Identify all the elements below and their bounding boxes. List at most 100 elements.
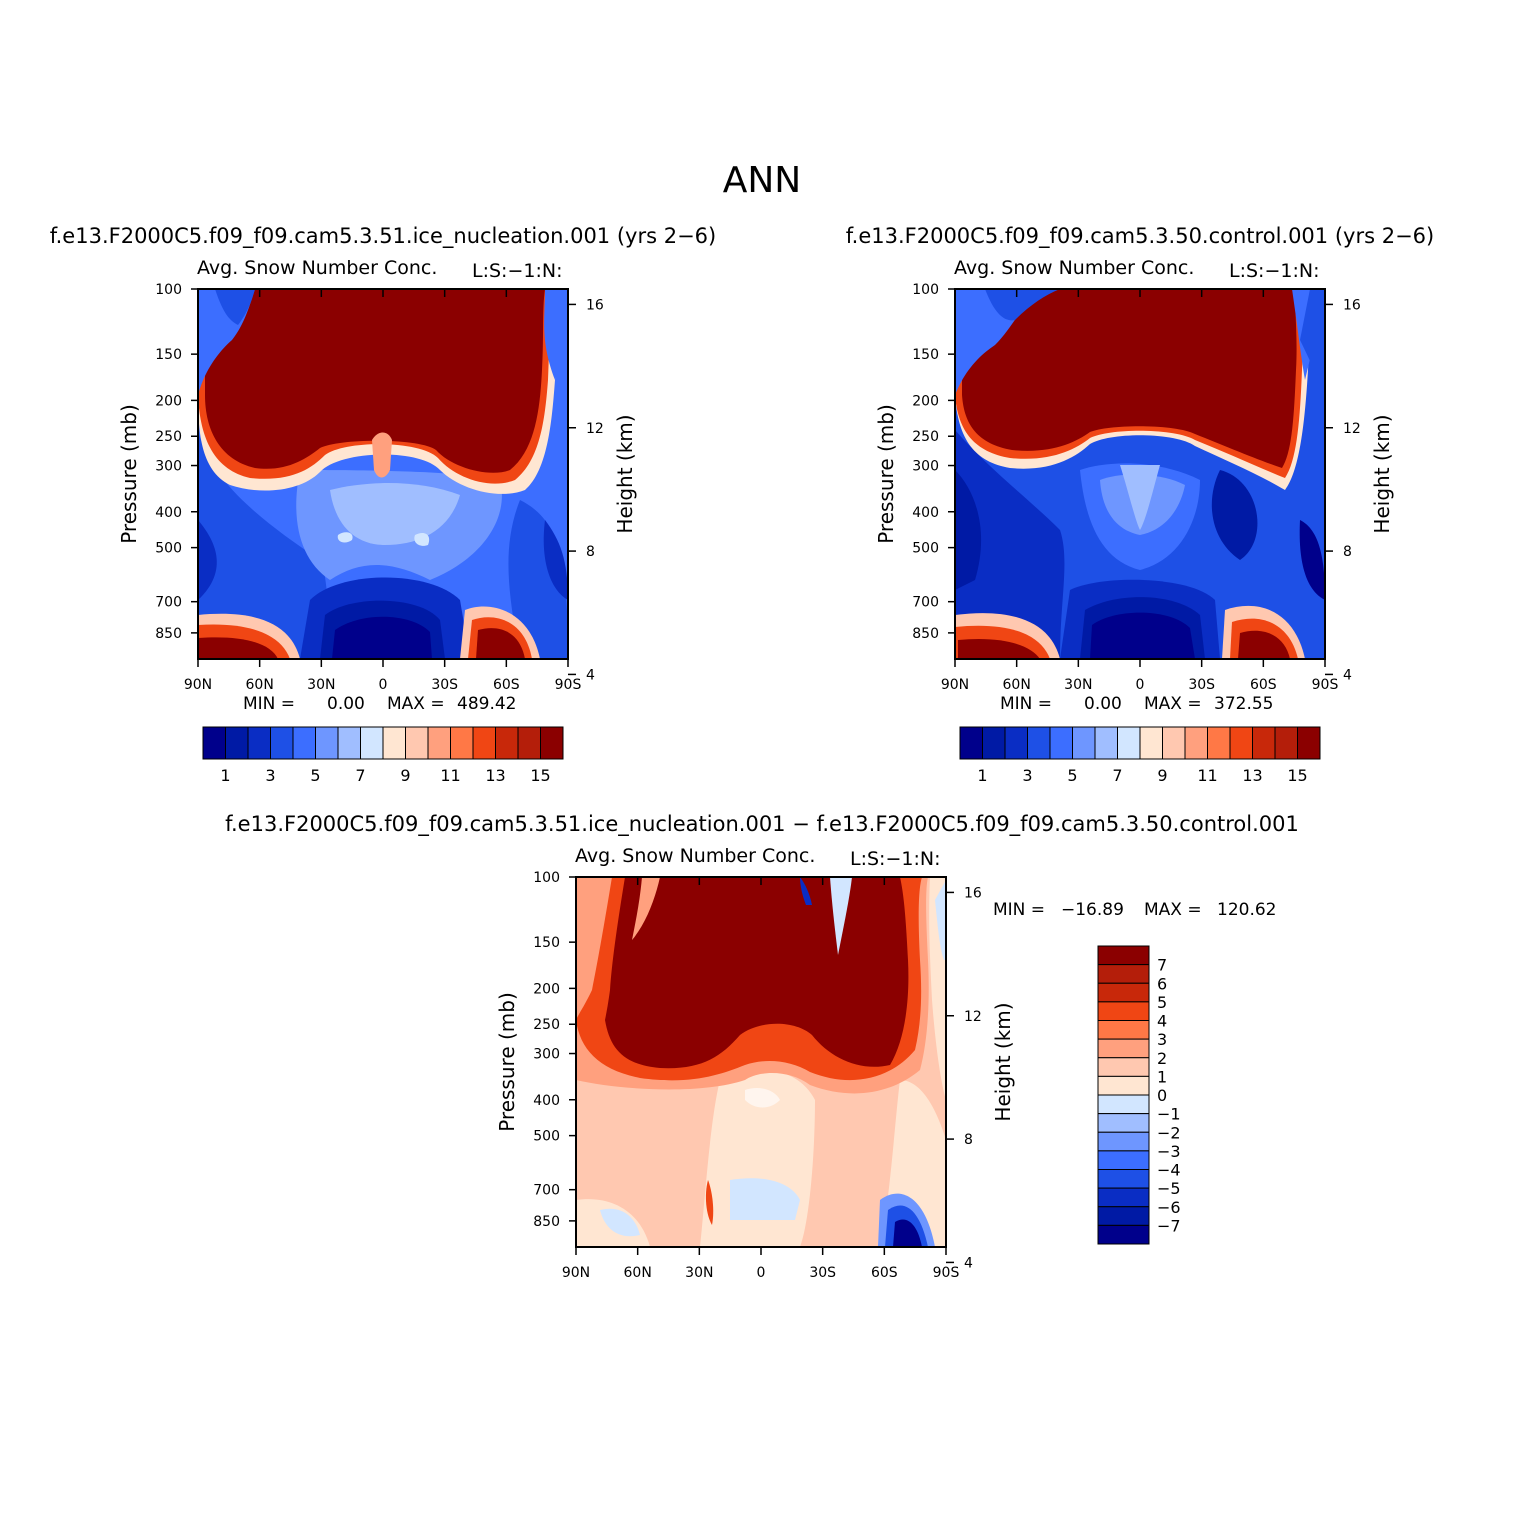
panel-a-min-value: 0.00	[327, 694, 365, 714]
panel-c-y2tick-label: 12	[964, 1009, 982, 1025]
panel-b-ytick-label: 850	[912, 626, 939, 642]
panel-b-colorbar-label: 11	[1197, 766, 1217, 785]
panel-a-subtitle: Avg. Snow Number Conc.	[197, 257, 437, 279]
panel-b-y2label: Height (km)	[1370, 414, 1394, 533]
panel-a-y2tick-label: 16	[586, 297, 604, 313]
panel-b-colorbar-bin	[1229, 726, 1253, 760]
panel-a-colorbar-bin	[472, 726, 496, 760]
panel-a-max-label: MAX =	[387, 694, 445, 714]
panel-a-ytick-label: 250	[155, 429, 182, 445]
panel-c-xtick-label: 60N	[624, 1265, 652, 1281]
panel-c-colorbar-label: −2	[1157, 1123, 1181, 1142]
panel-a-colorbar-bin	[292, 726, 316, 760]
panel-b-colorbar-bin	[1162, 726, 1186, 760]
panel-a-colorbar-bin	[427, 726, 451, 760]
panel-c-colorbar-bin	[1097, 1113, 1150, 1133]
panel-c-ytick-label: 700	[533, 1183, 560, 1199]
panel-a-ytick-label: 850	[155, 626, 182, 642]
panel-c-field	[576, 877, 946, 1247]
panel-a-colorbar-label: 11	[440, 766, 460, 785]
panel-c-y2label: Height (km)	[991, 1002, 1015, 1121]
panel-b-max-value: 372.55	[1214, 694, 1273, 714]
panel-b-xtick-label: 90N	[941, 677, 969, 693]
panel-a-y2tick-label: 4	[586, 667, 595, 683]
panel-c-colorbar-bin	[1097, 1169, 1150, 1189]
panel-b-colorbar-bin	[1049, 726, 1073, 760]
panel-a-colorbar-bin	[405, 726, 429, 760]
panel-c-colorbar-bin	[1097, 1150, 1150, 1170]
panel-a-ytick-label: 300	[155, 459, 182, 475]
panel-c-colorbar-bin	[1097, 1094, 1150, 1115]
panel-c-colorbar-bin	[1097, 1075, 1150, 1096]
panel-c-colorbar-label: −6	[1157, 1198, 1181, 1217]
panel-c-colorbar-label: 0	[1157, 1086, 1167, 1105]
panel-a-y2tick-label: 12	[586, 421, 604, 437]
panel-a-colorbar-label: 5	[310, 766, 320, 785]
panel-c-subtitle: Avg. Snow Number Conc.	[575, 845, 815, 867]
panel-c-y2tick-label: 4	[964, 1255, 973, 1271]
panel-b-colorbar-bin	[1027, 726, 1051, 760]
panel-b-xtick-label: 30N	[1064, 677, 1092, 693]
panel-b-ytick-label: 500	[912, 541, 939, 557]
panel-b-ytick-label: 250	[912, 429, 939, 445]
panel-c-colorbar-label: −1	[1157, 1105, 1181, 1124]
panel-a-xtick-label: 60S	[493, 677, 520, 693]
panel-a-xtick-label: 60N	[246, 677, 274, 693]
panel-c-units: L:S:−1:N:	[850, 848, 940, 870]
panel-c-xtick-label: 0	[757, 1265, 766, 1281]
panel-a-colorbar-bin	[360, 726, 384, 760]
panel-a-colorbar-bin	[382, 726, 406, 760]
panel-c-y2tick-label: 8	[964, 1132, 973, 1148]
panel-b-min-label: MIN =	[1000, 694, 1052, 714]
panel-a-colorbar-label: 15	[530, 766, 550, 785]
panel-b-colorbar-label: 7	[1112, 766, 1122, 785]
panel-b-ylabel: Pressure (mb)	[874, 404, 898, 544]
panel-a-colorbar-label: 1	[220, 766, 230, 785]
panel-c-xtick-label: 30N	[685, 1265, 713, 1281]
panel-control: f.e13.F2000C5.f09_f09.cam5.3.50.control.…	[846, 224, 1434, 785]
panel-a-ytick-label: 150	[155, 347, 182, 363]
panel-a-colorbar-bin	[225, 726, 249, 760]
panel-c-colorbar-bin	[1097, 1001, 1150, 1021]
panel-b-ytick-label: 100	[912, 282, 939, 298]
panel-c-xtick-label: 90S	[933, 1265, 960, 1281]
panel-c-colorbar-label: −4	[1157, 1161, 1181, 1180]
panel-c-xtick-label: 60S	[871, 1265, 898, 1281]
panel-b-colorbar-bin	[1139, 726, 1163, 760]
panel-a-colorbar-bin	[202, 726, 226, 760]
panel-b-y2tick-label: 12	[1343, 421, 1361, 437]
panel-c-ytick-label: 100	[533, 870, 560, 886]
panel-b-colorbar-label: 13	[1242, 766, 1262, 785]
panel-a-colorbar-bin	[517, 726, 541, 760]
panel-b-colorbar-label: 5	[1067, 766, 1077, 785]
panel-b-ytick-label: 400	[912, 505, 939, 521]
panel-a-xtick-label: 90N	[184, 677, 212, 693]
panel-a-colorbar-label: 7	[355, 766, 365, 785]
panel-c-colorbar-label: 1	[1157, 1067, 1167, 1086]
panel-b-colorbar-label: 15	[1287, 766, 1307, 785]
panel-b-units: L:S:−1:N:	[1229, 260, 1319, 282]
panel-a-colorbar-label: 3	[265, 766, 275, 785]
panel-b-xtick-label: 60N	[1003, 677, 1031, 693]
panel-a-colorbar-bin	[540, 726, 564, 760]
panel-b-xtick-label: 90S	[1312, 677, 1339, 693]
panel-b-colorbar-label: 9	[1157, 766, 1167, 785]
panel-c-colorbar-bin	[1097, 1131, 1150, 1152]
panel-a-y2tick-label: 8	[586, 544, 595, 560]
panel-c-colorbar-bin	[1097, 945, 1150, 966]
panel-c-colorbar-bin	[1097, 1038, 1150, 1059]
panel-a-colorbar-bin	[270, 726, 294, 760]
panel-c-ytick-label: 300	[533, 1047, 560, 1063]
panel-c-ylabel: Pressure (mb)	[495, 992, 519, 1132]
panel-a-colorbar-bin	[450, 726, 474, 760]
panel-b-subtitle: Avg. Snow Number Conc.	[954, 257, 1194, 279]
panel-c-colorbar-label: −7	[1157, 1216, 1181, 1235]
panel-c-colorbar-label: 3	[1157, 1030, 1167, 1049]
panel-c-y2tick-label: 16	[964, 885, 982, 901]
panel-b-ytick-label: 300	[912, 459, 939, 475]
panel-c-colorbar-label: 4	[1157, 1012, 1167, 1031]
panel-c-colorbar-bin	[1097, 1020, 1150, 1040]
panel-difference: f.e13.F2000C5.f09_f09.cam5.3.51.ice_nucl…	[225, 812, 1299, 1281]
